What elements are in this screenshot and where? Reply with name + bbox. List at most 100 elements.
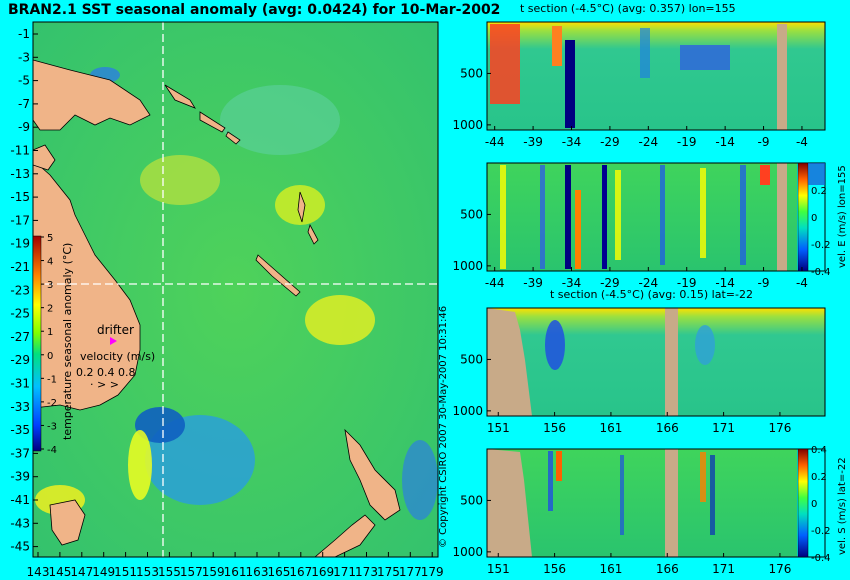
vel-s-panel [486, 448, 826, 558]
colorbar-tick-label: 5 [47, 233, 53, 244]
panel-x-tick-label: -24 [639, 135, 659, 149]
section1-title: t section (-4.5°C) (avg: 0.357) lon=155 [520, 2, 736, 15]
map-x-tick-label: 161 [224, 565, 247, 579]
map-y-tick-label: -13 [10, 167, 30, 181]
map-y-tick-label: -39 [10, 470, 30, 484]
panel-x-tick-label: -34 [562, 135, 582, 149]
panel-colorbar-tick-label: 0.2 [811, 472, 827, 483]
streak [660, 165, 665, 265]
panel-x-tick-label: 166 [656, 421, 679, 435]
panel2-colorbar-label: vel. E (m/s) lon=155 [837, 165, 848, 268]
warm-column [490, 24, 520, 104]
map-x-tick-label: 159 [202, 565, 225, 579]
colorbar-tick-label: 1 [47, 327, 53, 338]
panel-colorbar-tick-label: 0 [811, 499, 817, 510]
panel3-background [487, 308, 825, 416]
streak [700, 168, 706, 258]
panel-x-tick-label: 176 [768, 562, 791, 576]
cool-patch [545, 320, 565, 370]
map-y-axis: -1 -3 -5 -7 -9 -11 -13 -15 -17 -19 -21 -23 -25 -27 -29… [10, 27, 38, 554]
vel-e-panel [486, 162, 826, 272]
panel-colorbar-tick-label: -0.2 [811, 526, 831, 537]
panel-x-tick-label: -9 [758, 135, 770, 149]
map-y-tick-label: -33 [10, 400, 30, 414]
streak [740, 165, 746, 265]
panel2-background [487, 163, 797, 271]
panel-x-tick-label: -29 [600, 276, 620, 290]
map-y-tick-label: -3 [18, 50, 30, 64]
panel-x-tick-label: 171 [712, 421, 735, 435]
panel4-axes: 151 156 161 166 171 176 500 1000 0.4 0.2 0 -0.2 -0.4 [452, 445, 830, 576]
streak [620, 455, 624, 535]
streak [565, 165, 571, 269]
section3-title: t section (-4.5°C) (avg: 0.15) lat=-22 [550, 288, 753, 301]
panel-x-tick-label: -4 [796, 135, 808, 149]
streak [556, 451, 562, 481]
map-x-tick-label: 147 [70, 565, 93, 579]
land-nz-north [344, 428, 401, 521]
drifter-label: drifter [97, 323, 134, 337]
panel3-frame [486, 307, 826, 417]
panel-x-tick-label: 156 [543, 562, 566, 576]
cool-patch [640, 28, 650, 78]
panel-x-tick-label: 171 [712, 562, 735, 576]
velocity-legend-arrows-icon: · > > [90, 378, 119, 391]
map-y-tick-label: -45 [10, 540, 30, 554]
panel-y-tick-label: 1000 [452, 118, 483, 132]
map-x-tick-label: 149 [92, 565, 115, 579]
panel-y-tick-label: 1000 [452, 545, 483, 559]
map-x-tick-label: 155 [158, 565, 181, 579]
map-x-tick-label: 171 [333, 565, 356, 579]
land-mask [777, 24, 787, 130]
panel-x-tick-label: -24 [639, 276, 659, 290]
panel1-axes: -44 -39 -34 -29 -24 -19 -14 -9 -4 500 1000 [452, 66, 807, 149]
land-png [32, 59, 151, 131]
colorbar-tick-label: 3 [47, 280, 53, 291]
warm-patch [305, 295, 375, 345]
velocity-legend-title: velocity (m/s) [80, 350, 155, 363]
warm-column [552, 26, 562, 66]
sst-map-panel [32, 21, 439, 558]
colorbar-tick-label: 4 [47, 257, 53, 268]
map-y-tick-label: -23 [10, 283, 30, 297]
panel-x-tick-label: 151 [487, 562, 510, 576]
panel2-axes: -44 -39 -34 -29 -24 -19 -14 -9 -4 500 1000 0.2 0 -0.2… [452, 186, 830, 290]
streak [615, 170, 621, 260]
map-y-tick-label: -25 [10, 307, 30, 321]
panel3-axes: 151 156 161 166 171 176 500 1000 [452, 352, 791, 435]
panel1-frame [486, 21, 826, 131]
panel-x-tick-label: -9 [758, 276, 770, 290]
panel-y-tick-label: 1000 [452, 404, 483, 418]
map-title: BRAN2.1 SST seasonal anomaly (avg: 0.042… [8, 2, 500, 18]
map-x-tick-label: 179 [421, 565, 444, 579]
velocity-legend-values: 0.2 0.4 0.8 [76, 366, 135, 379]
map-x-tick-label: 163 [246, 565, 269, 579]
map-x-tick-label: 157 [180, 565, 203, 579]
panel4-frame [486, 448, 826, 558]
map-y-tick-label: -17 [10, 213, 30, 227]
map-y-tick-label: -29 [10, 353, 30, 367]
streak [602, 165, 607, 269]
panel-y-tick-label: 1000 [452, 259, 483, 273]
drifter-marker-icon [110, 337, 117, 345]
streak [575, 190, 581, 269]
panel-x-tick-label: -4 [796, 276, 808, 290]
panel-y-tick-label: 500 [460, 352, 483, 366]
map-x-tick-label: 145 [48, 565, 71, 579]
map-y-tick-label: -27 [10, 330, 30, 344]
colorbar-tick-label: -4 [47, 445, 57, 456]
streak [760, 165, 770, 185]
land-mask [665, 308, 678, 416]
warm-patch [140, 155, 220, 205]
panel-colorbar-tick-label: 0.4 [811, 445, 827, 456]
streak [500, 165, 506, 269]
land-tasmania [49, 499, 86, 546]
panel1-background [487, 22, 825, 130]
land-new-caledonia [255, 254, 301, 297]
panel-x-tick-label: 151 [487, 421, 510, 435]
map-y-tick-label: -31 [10, 377, 30, 391]
panel4-colorbar [797, 448, 809, 558]
map-y-tick-label: -21 [10, 260, 30, 274]
streak [808, 163, 825, 185]
